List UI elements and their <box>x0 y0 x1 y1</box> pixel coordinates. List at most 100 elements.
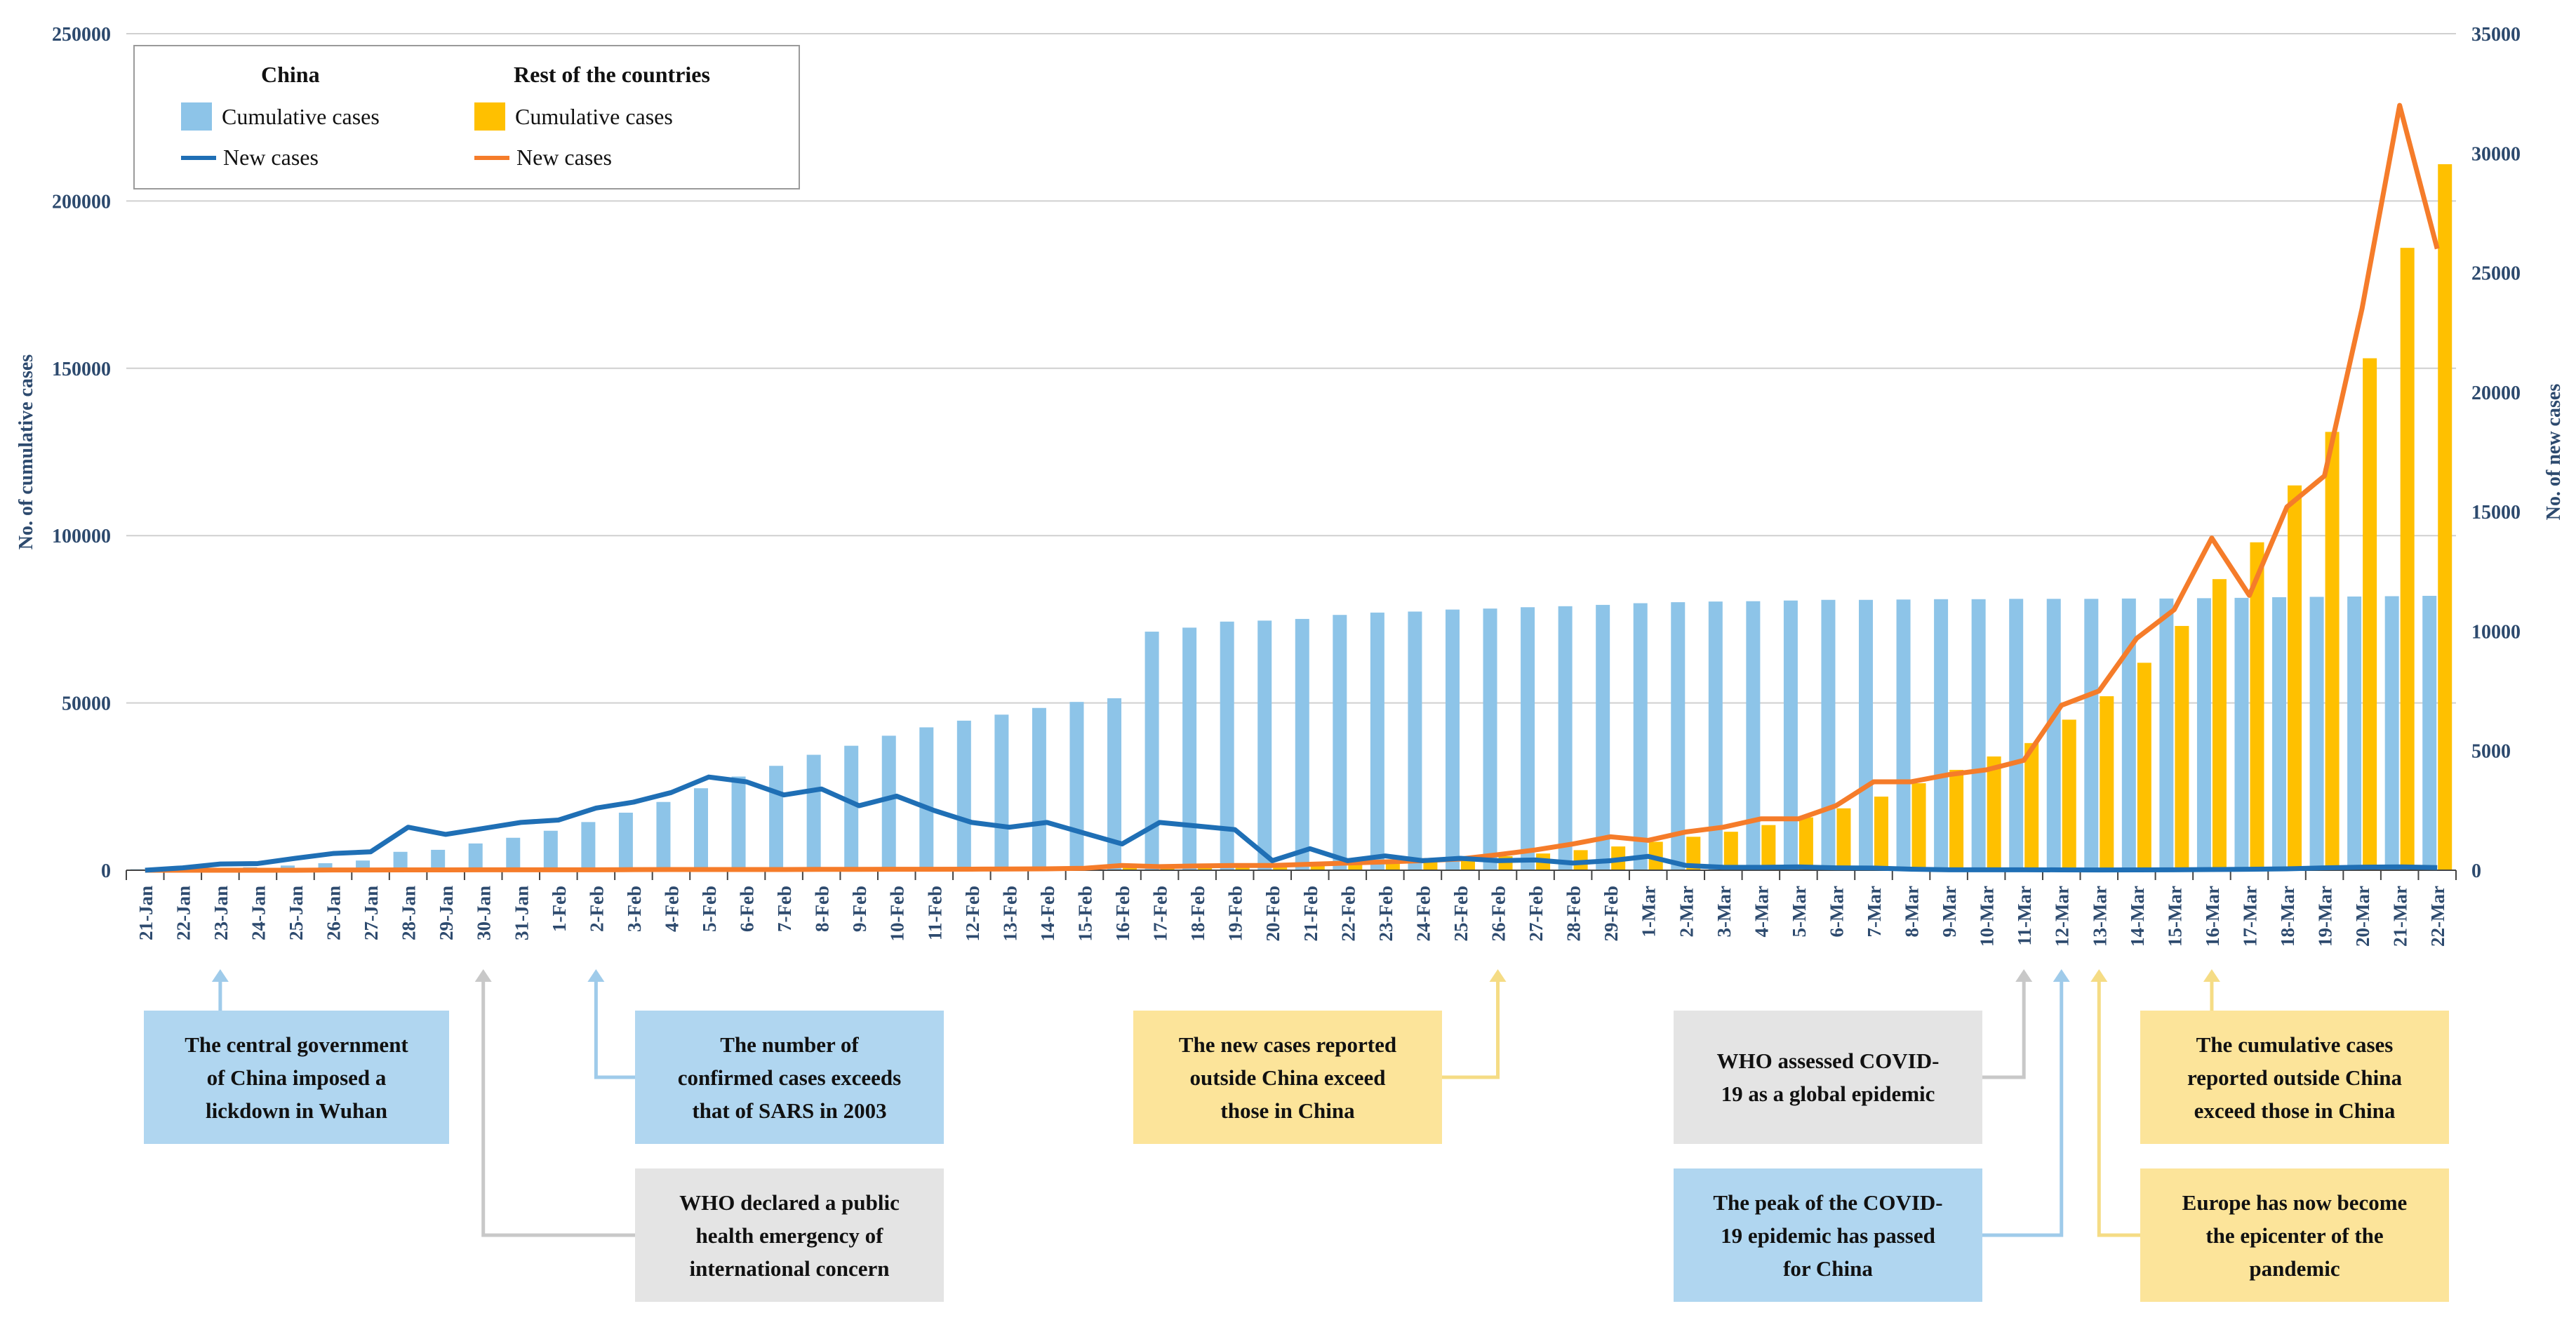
legend-label: New cases <box>223 145 319 170</box>
bar-china-cumulative <box>2384 596 2399 870</box>
bar-china-cumulative <box>581 822 596 870</box>
x-tick-label: 23-Feb <box>1375 886 1396 941</box>
bar-china-cumulative <box>1633 603 1648 870</box>
x-tick-label: 22-Mar <box>2427 886 2448 947</box>
bar-rest-cumulative <box>1123 867 1137 870</box>
x-tick-label: 16-Feb <box>1112 886 1133 941</box>
legend-item-rest-new: New cases <box>474 145 612 171</box>
bar-china-cumulative <box>2084 599 2099 870</box>
x-tick-label: 21-Feb <box>1300 886 1321 941</box>
bar-china-cumulative <box>1558 606 1573 870</box>
x-tick-label: 18-Feb <box>1187 886 1208 941</box>
annotation-text: The new cases reported outside China exce… <box>1179 1028 1396 1127</box>
x-tick-label: 1-Feb <box>549 886 570 932</box>
annotation-text: The cumulative cases reported outside Chi… <box>2187 1028 2402 1127</box>
legend: China Rest of the countries Cumulative c… <box>133 45 800 189</box>
bar-china-cumulative <box>2196 598 2211 870</box>
x-tick-label: 14-Feb <box>1037 886 1058 941</box>
right-tick-label: 30000 <box>2471 143 2521 165</box>
x-tick-label: 13-Mar <box>2089 886 2110 947</box>
x-tick-label: 6-Mar <box>1826 886 1847 937</box>
x-tick-label: 26-Feb <box>1488 886 1509 941</box>
annotation-line: 19 epidemic has passed <box>1721 1223 1935 1248</box>
bar-rest-cumulative <box>1310 864 1325 870</box>
bar-china-cumulative <box>1783 600 1798 870</box>
bar-china-cumulative <box>468 843 483 870</box>
bar-china-cumulative <box>1032 707 1046 870</box>
bar-china-cumulative <box>318 863 333 870</box>
legend-china-header: China <box>261 62 320 87</box>
x-tick-label: 11-Mar <box>2014 886 2035 945</box>
line-rest-new-cases <box>145 102 2440 873</box>
annotation-line: WHO declared a public <box>679 1190 900 1215</box>
bar-china-cumulative <box>431 849 446 870</box>
bar-rest-cumulative <box>2100 696 2114 870</box>
x-tick-label: 31-Jan <box>511 886 532 940</box>
bar-china-cumulative <box>1521 607 1535 870</box>
x-tick-label: 19-Feb <box>1225 886 1246 941</box>
bar-rest-cumulative <box>1836 808 1851 870</box>
x-tick-label: 14-Mar <box>2127 886 2148 947</box>
x-tick-label: 9-Feb <box>849 886 870 932</box>
bar-china-cumulative <box>543 830 558 870</box>
x-tick-label: 28-Feb <box>1563 886 1584 941</box>
annotation-line: pandemic <box>2249 1256 2340 1281</box>
annotation-connector <box>594 972 635 1079</box>
annotation-line: those in China <box>1220 1098 1355 1123</box>
x-tick-label: 24-Jan <box>248 886 269 940</box>
x-tick-label: 2-Feb <box>586 886 607 932</box>
bar-rest-cumulative <box>2250 542 2264 870</box>
bar-rest-cumulative <box>2212 579 2227 870</box>
left-tick-label: 100000 <box>52 526 111 547</box>
annotation-line: the epicenter of the <box>2205 1223 2384 1248</box>
bar-china-cumulative <box>1295 618 1309 870</box>
x-tick-label: 20-Feb <box>1262 886 1283 941</box>
bar-china-cumulative <box>1483 608 1497 870</box>
x-tick-label: 13-Feb <box>999 886 1020 941</box>
left-tick-label: 200000 <box>52 191 111 213</box>
bar-rest-cumulative <box>2288 485 2302 870</box>
bar-rest-cumulative <box>1686 837 1701 870</box>
bar-rest-cumulative <box>1273 865 1288 870</box>
x-tick-label: 4-Mar <box>1751 886 1772 937</box>
bar-rest-cumulative <box>1348 863 1363 870</box>
annotation-line: outside China exceed <box>1189 1065 1386 1090</box>
china-new-line-swatch <box>181 155 216 160</box>
rest-cumulative-swatch <box>474 102 505 131</box>
bar-rest-cumulative <box>1235 865 1250 870</box>
x-tick-label: 1-Mar <box>1639 886 1660 937</box>
annotation-arrowhead <box>474 969 492 982</box>
annotation-line: international concern <box>689 1256 890 1281</box>
bar-rest-cumulative <box>2325 432 2340 870</box>
annotation-text: Europe has now become the epicenter of th… <box>2182 1186 2408 1285</box>
annotation-connector <box>1442 972 1500 1079</box>
annotation-text: The central government of China imposed a… <box>185 1028 408 1127</box>
annotation-text: WHO declared a public health emergency of… <box>679 1186 900 1285</box>
bar-china-cumulative <box>1671 602 1686 870</box>
right-axis-title: No. of new cases <box>2543 384 2565 521</box>
annotation-arrowhead <box>2015 969 2033 982</box>
bar-rest-cumulative <box>2062 719 2076 870</box>
x-tick-label: 29-Jan <box>436 886 457 940</box>
x-tick-label: 6-Feb <box>737 886 758 932</box>
bar-china-cumulative <box>1220 621 1234 870</box>
bar-rest-cumulative <box>1798 817 1813 870</box>
line-china-new-cases <box>145 774 2438 873</box>
right-tick-label: 25000 <box>2471 263 2521 285</box>
x-tick-label: 25-Jan <box>286 886 307 940</box>
bar-rest-cumulative <box>1761 825 1776 870</box>
legend-item-china-new: New cases <box>181 145 319 171</box>
bar-china-cumulative <box>1746 601 1761 870</box>
bar-china-cumulative <box>656 801 671 870</box>
x-tick-label: 25-Feb <box>1450 886 1471 941</box>
bar-rest-cumulative <box>2363 358 2377 871</box>
right-tick-label: 15000 <box>2471 502 2521 524</box>
x-tick-label: 17-Mar <box>2239 886 2260 947</box>
bar-china-cumulative <box>731 776 746 870</box>
x-tick-label: 21-Mar <box>2390 886 2411 947</box>
annotation-line: The peak of the COVID- <box>1713 1190 1943 1215</box>
x-tick-label: 3-Feb <box>624 886 645 932</box>
x-tick-label: 12-Feb <box>962 886 983 941</box>
legend-rest-header: Rest of the countries <box>514 62 710 87</box>
